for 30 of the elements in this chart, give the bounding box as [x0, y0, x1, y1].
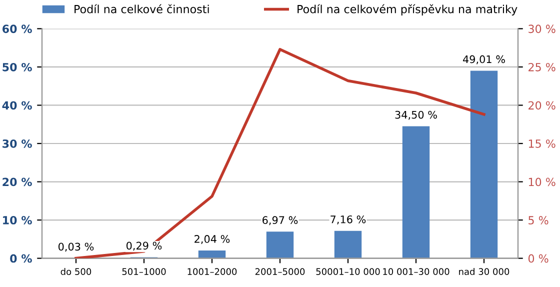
data-label: 0,29 %: [126, 242, 162, 251]
x-tick-label: nad 30 000: [459, 268, 510, 276]
x-tick-label: 501–1000: [122, 268, 166, 276]
y2-tick-label: 15 %: [528, 139, 556, 148]
data-label: 49,01 %: [462, 55, 505, 64]
x-tick-label: 50001–10 000: [316, 268, 380, 276]
legend-label: Podíl na celkovém příspěvku na matriky: [298, 4, 518, 16]
x-tick-label: 2001–5000: [255, 268, 305, 276]
y-tick-label: 50 %: [2, 62, 32, 72]
y2-tick-label: 0 %: [528, 254, 548, 263]
data-label: 34,50 %: [395, 110, 437, 120]
data-label: 6,97 %: [262, 216, 298, 226]
data-label: 2,04 %: [194, 235, 230, 244]
y2-tick-label: 25 %: [528, 62, 556, 72]
y2-tick-label: 5 %: [528, 216, 548, 224]
legend-label: Podíl na celkové činnosti: [74, 4, 209, 14]
x-tick-label: do 500: [60, 268, 92, 276]
x-tick-label: 1001–2000: [188, 268, 237, 276]
y-tick-label: 40 %: [2, 101, 32, 110]
y2-tick-label: 10 %: [528, 178, 556, 186]
y2-tick-label: 20 %: [528, 101, 556, 110]
y2-tick-label: 30 %: [528, 24, 556, 34]
y-tick-label: 10 %: [3, 216, 32, 224]
data-label: 0,03 %: [58, 242, 94, 252]
y-tick-label: 30 %: [2, 139, 32, 148]
x-tick-label: 10 001–30 000: [383, 268, 450, 276]
y-tick-label: 20 %: [2, 178, 32, 186]
data-label: 7,16 %: [330, 215, 366, 224]
y-tick-label: 0 %: [10, 254, 32, 263]
y-tick-label: 60 %: [2, 24, 32, 34]
